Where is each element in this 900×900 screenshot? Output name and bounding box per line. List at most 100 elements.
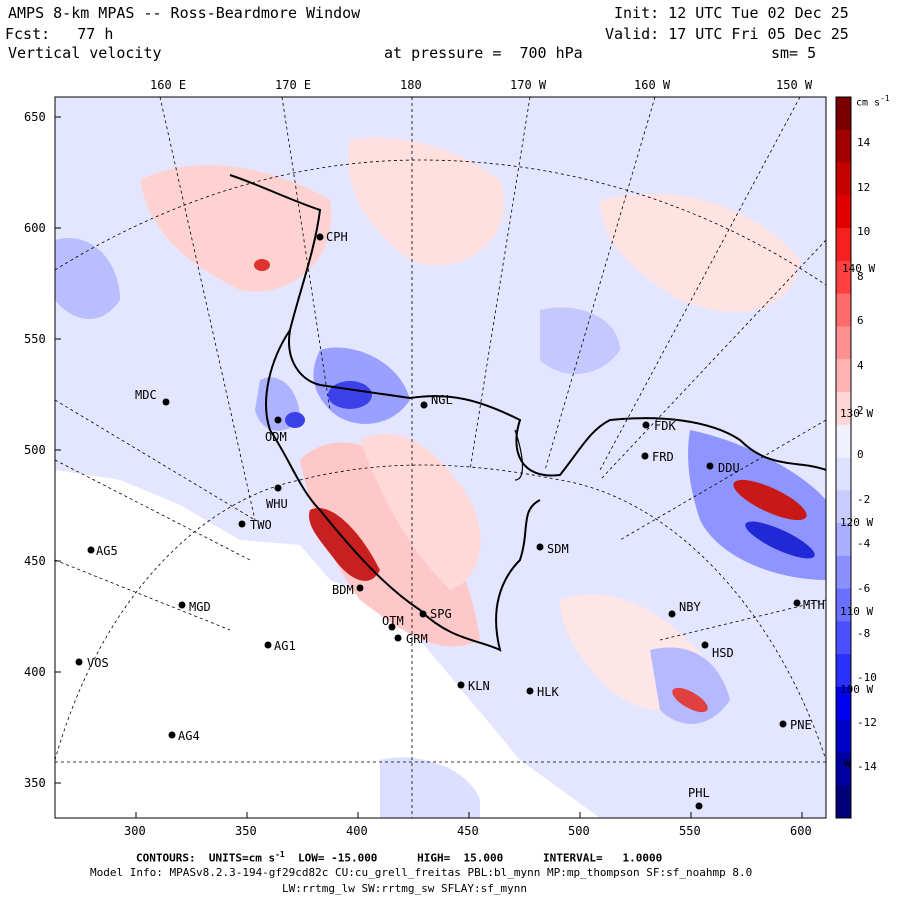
station-dot-otm — [388, 623, 396, 631]
colorbar-label: -8 — [857, 626, 871, 640]
colorbar-lon-130w: 130 W — [840, 407, 874, 420]
station-dot-ddu — [706, 462, 714, 470]
graticule — [55, 97, 826, 818]
station-label-ddu: DDU — [718, 461, 740, 475]
colorbar-swatch — [836, 260, 851, 295]
lon-label-170w: 170 W — [510, 78, 547, 92]
colorbar-lon-120w: 120 W — [840, 516, 874, 529]
station-dot-ag1 — [264, 641, 272, 649]
station-label-ag5: AG5 — [96, 544, 118, 558]
field-name: Vertical velocity — [8, 44, 162, 62]
positive-area — [300, 442, 480, 647]
station-label-ngl: NGL — [431, 393, 453, 407]
station-label-phl: PHL — [688, 786, 710, 800]
lon-label-170e: 170 E — [275, 78, 312, 92]
strong-downdraft-core — [328, 381, 372, 409]
station-label-otm: OTM — [382, 614, 404, 628]
colorbar-swatch — [836, 523, 851, 557]
negative-area — [540, 307, 620, 374]
x-tick-550: 550 — [679, 824, 701, 838]
station-dot-cph — [316, 233, 324, 241]
station-dot-sdm — [536, 543, 544, 551]
station-dot-nby — [668, 610, 676, 618]
station-label-grm: GRM — [406, 632, 428, 646]
x-tick-500: 500 — [568, 824, 590, 838]
station-dot-spg — [419, 610, 427, 618]
colorbar-lon-110w: 110 W — [840, 605, 874, 618]
axis-ticks — [55, 116, 803, 818]
colorbar-swatch — [836, 555, 851, 590]
station-dot-two — [238, 520, 246, 528]
station-dot-mgd — [178, 601, 186, 609]
colorbar-swatch — [836, 162, 851, 196]
colorbar-swatch — [836, 752, 851, 786]
colorbar-label: 8 — [857, 269, 864, 283]
y-tick-600: 600 — [24, 221, 46, 235]
strong-downdraft-core — [745, 521, 815, 559]
station-label-vos: VOS — [87, 656, 109, 670]
negative-area — [55, 238, 120, 319]
station-label-hlk: HLK — [537, 685, 559, 699]
colorbar-lon-100w: 100 W — [840, 683, 874, 696]
station-dot-mth — [793, 599, 801, 607]
y-tick-400: 400 — [24, 665, 46, 679]
colorbar-label: 6 — [857, 314, 864, 328]
station-label-pne: PNE — [790, 718, 812, 732]
colorbar-label: 2 — [857, 403, 864, 417]
colorbar-swatch — [836, 129, 851, 164]
station-dot-hsd — [701, 641, 709, 649]
positive-area — [360, 433, 481, 590]
forecast-hour: Fcst: 77 h — [5, 25, 114, 43]
smoothing: sm= 5 — [771, 44, 817, 62]
strong-updraft-core — [733, 479, 807, 521]
colorbar-label: -12 — [857, 715, 877, 729]
lon-label-160e: 160 E — [150, 78, 187, 92]
colorbar-swatch — [836, 326, 851, 360]
station-label-mth: MTH — [803, 598, 825, 612]
colorbar-frame — [835, 96, 852, 819]
model-info-physics: LW:rrtmg_lw SW:rrtmg_sw SFLAY:sf_mynn — [282, 882, 528, 895]
station-dot-mdc — [162, 398, 170, 406]
positive-area — [348, 137, 504, 266]
station-label-two: TWO — [250, 518, 272, 532]
station-label-fdk: FDK — [654, 419, 676, 433]
negative-area — [380, 757, 480, 818]
station-dot-kln — [457, 681, 465, 689]
station-dot-ag4 — [168, 731, 176, 739]
map-title: AMPS 8-km MPAS -- Ross-Beardmore Window — [8, 4, 361, 22]
y-tick-550: 550 — [24, 332, 46, 346]
station-label-sdm: SDM — [547, 542, 569, 556]
station-label-mgd: MGD — [189, 600, 211, 614]
station-label-hsd: HSD — [712, 646, 734, 660]
strong-downdraft-core — [285, 412, 305, 428]
strong-updraft-core — [672, 687, 708, 713]
coastline-detail — [514, 429, 524, 481]
station-label-ag4: AG4 — [178, 729, 200, 743]
station-label-kln: KLN — [468, 679, 490, 693]
colorbar-label: -6 — [857, 582, 871, 595]
station-dot-bdm — [356, 584, 364, 592]
x-tick-300: 300 — [124, 824, 146, 838]
negative-area — [650, 647, 730, 724]
colorbar-swatch — [836, 424, 851, 458]
pressure-level: at pressure = 700 hPa — [384, 44, 583, 62]
colorbar-swatch — [836, 621, 851, 655]
coastline — [229, 174, 826, 652]
colorbar-label: 4 — [857, 359, 864, 372]
station-dot-phl — [695, 802, 703, 810]
colorbar-lon-140w: 140 W — [842, 262, 876, 275]
x-tick-450: 450 — [457, 824, 479, 838]
station-dot-ngl — [420, 401, 428, 409]
station-markers — [75, 233, 801, 810]
x-tick-400: 400 — [346, 824, 368, 838]
positive-area — [600, 193, 800, 312]
colorbar-lon-w: W — [844, 757, 851, 770]
station-dot-odm — [274, 416, 282, 424]
colorbar-swatch — [836, 490, 851, 524]
x-tick-350: 350 — [235, 824, 257, 838]
colorbar-swatch — [836, 97, 851, 131]
init-time: Init: 12 UTC Tue 02 Dec 25 — [614, 4, 849, 22]
station-dot-frd — [641, 452, 649, 460]
y-tick-450: 450 — [24, 554, 46, 568]
